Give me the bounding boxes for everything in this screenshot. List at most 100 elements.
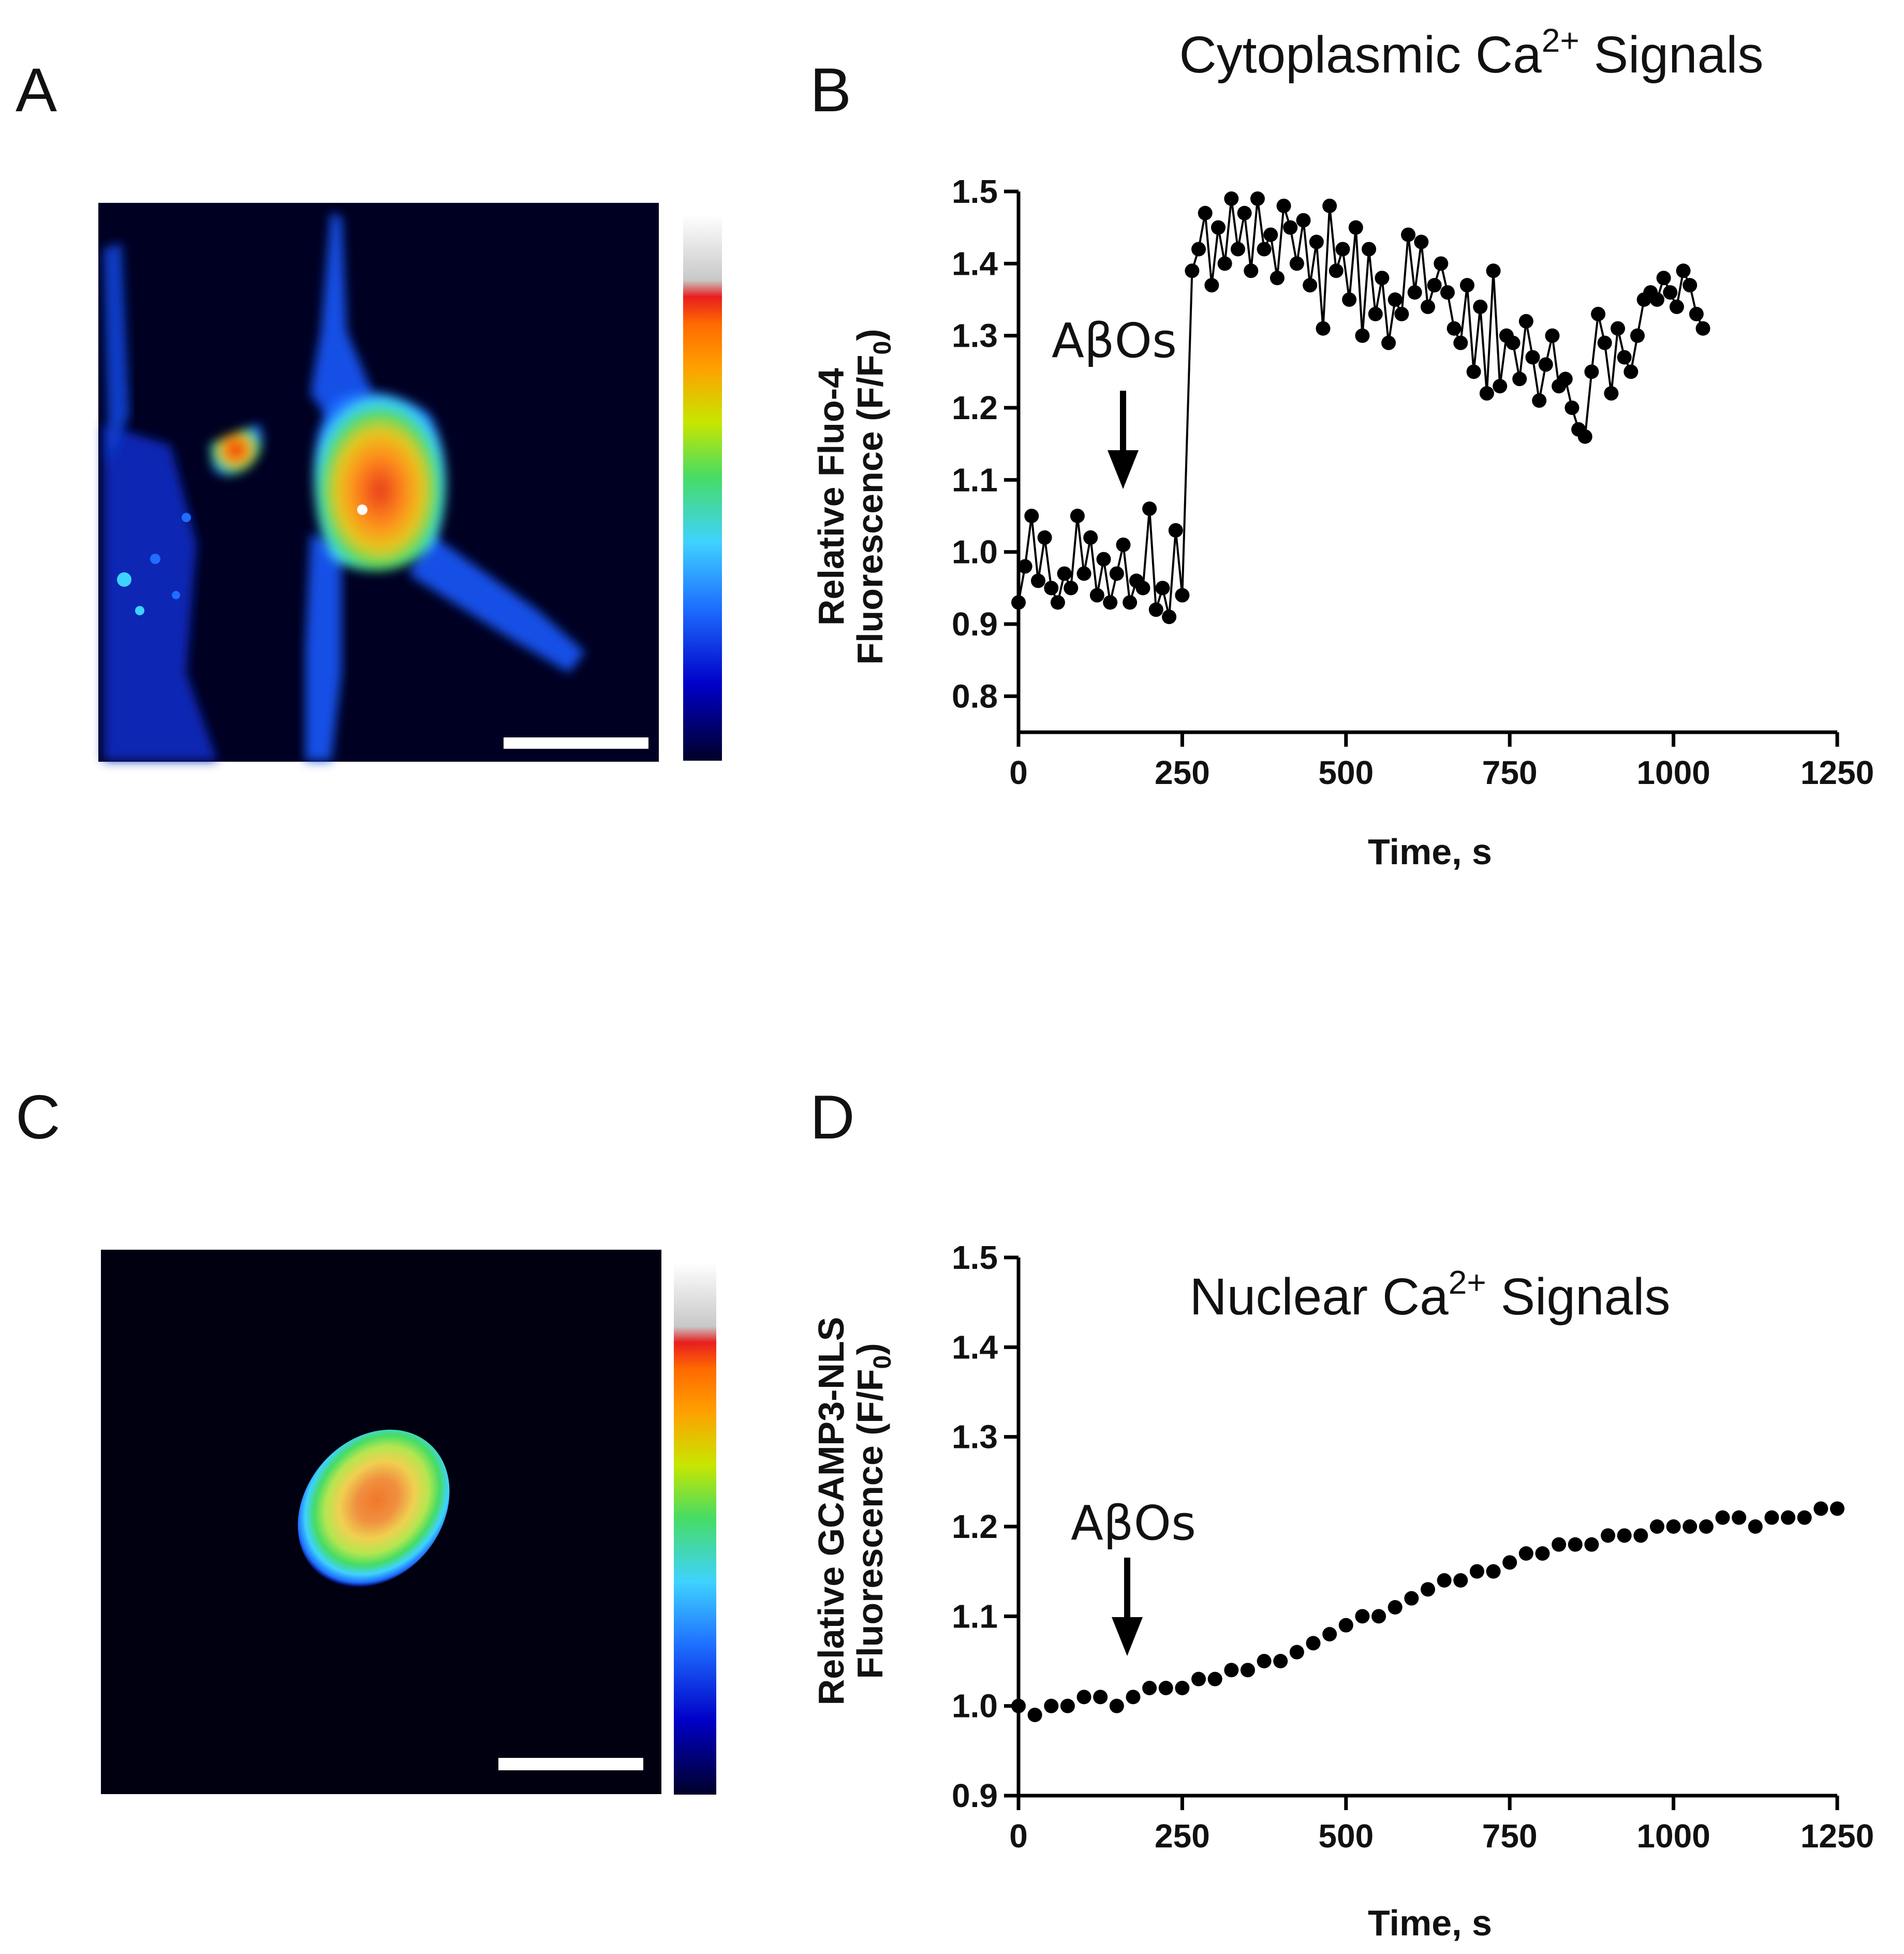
chart-b-data-point [1283,220,1298,235]
chart-d-data-point [1289,1645,1304,1660]
chart-d-data-point [1404,1591,1419,1606]
chart-d-data-point [1207,1671,1222,1686]
chart-b-data-point [1512,372,1527,387]
chart-b-ytick-label: 1.3 [952,317,998,354]
chart-d-ytick-label: 0.9 [952,1777,998,1814]
chart-d-data-point [1126,1690,1141,1705]
chart-b-data-point [1089,588,1104,603]
chart-b-data-point [1342,292,1357,307]
chart-b-data-point [1348,220,1363,235]
chart-b-data-point [1558,372,1573,387]
chart-b-data-point [1050,595,1065,610]
chart-d-data-point [1027,1708,1042,1722]
chart-d-data-point [1142,1681,1157,1695]
chart-d: Nuclear Ca2+ Signals Relative GCAMP3-NLS… [811,1239,1874,1943]
chart-b-data-point [1250,191,1265,206]
chart-d-data-point [1469,1564,1484,1579]
chart-b-data-point [1564,401,1580,415]
chart-b-data-point [1017,559,1032,574]
chart-d-data-point [1649,1519,1664,1534]
chart-b: Cytoplasmic Ca2+ Signals Relative Fluo-4… [811,22,1874,872]
chart-b-data-point [1623,364,1639,379]
chart-b-data-point [1217,256,1232,271]
cytoplasm-micrograph [98,203,659,762]
chart-b-data-point [1162,610,1177,625]
chart-d-data-point [1306,1636,1321,1651]
chart-b-data-point [1155,581,1170,596]
chart-b-data-point [1695,321,1710,336]
chart-d-arrow [1112,1558,1143,1656]
chart-d-data-point [1552,1537,1567,1552]
chart-b-data-point [1230,242,1245,257]
chart-b-data-point [1322,198,1337,213]
chart-d-ytick-label: 1.3 [952,1418,998,1456]
chart-b-data-point [1493,379,1508,394]
scale-bar-a [504,737,648,749]
chart-b-data-point [1584,364,1599,379]
chart-d-data-point [1437,1573,1452,1588]
chart-b-data-point [1368,306,1383,321]
chart-d-data-point [1633,1528,1648,1543]
chart-b-data-point [1237,205,1252,220]
chart-b-data-point [1525,350,1540,365]
colorbar-c [674,1263,716,1795]
colorbar-a [683,215,722,761]
chart-d-data-point [1764,1510,1779,1525]
chart-b-data-point [1270,271,1285,286]
chart-b-ytick-label: 1.1 [952,461,998,498]
chart-b-data-point [1103,595,1118,610]
chart-b-data-point [1263,227,1278,242]
chart-b-data-point [1486,263,1501,278]
chart-b-xtick-label: 1000 [1636,754,1710,791]
chart-d-xtick-label: 500 [1318,1817,1374,1855]
chart-d-data-point [1060,1698,1075,1713]
chart-d-data-point [1830,1501,1844,1516]
chart-b-data-point [1109,566,1124,581]
chart-b-data-point [1545,328,1560,343]
chart-d-data-point [1257,1654,1272,1668]
chart-d-data-point [1322,1627,1337,1641]
chart-d-data-point [1535,1546,1550,1561]
chart-d-xtick-label: 750 [1482,1817,1538,1855]
chart-d-ytick-label: 1.4 [952,1328,998,1366]
chart-b-data-point [1577,429,1592,444]
chart-b-data-point [1617,350,1632,365]
chart-b-data-point [1316,321,1331,336]
chart-b-data-point [1604,386,1619,401]
chart-b-data-point [1375,271,1390,286]
panel-letter-a: A [16,55,57,125]
chart-b-data-point [1506,335,1521,350]
chart-b-data-point [1024,509,1039,523]
chart-d-data-point [1355,1609,1370,1624]
chart-d-data-point [1175,1681,1190,1695]
chart-b-data-point [1682,278,1698,293]
chart-b-data-point [1064,581,1079,596]
chart-b-data-point [1466,364,1481,379]
chart-d-xtick-label: 1000 [1636,1817,1710,1855]
chart-d-data-point [1699,1519,1714,1534]
chart-d-data-point [1568,1537,1583,1552]
chart-b-data-point [1204,278,1219,293]
chart-d-ylabel-line1: Relative GCAMP3-NLS [811,1317,851,1706]
chart-d-data-point [1224,1663,1239,1678]
chart-b-data-point [1414,234,1429,249]
chart-d-data-point [1093,1690,1108,1705]
chart-b-data-point [1459,278,1474,293]
chart-d-data-point [1518,1546,1533,1561]
chart-b-data-point [1257,242,1272,257]
panel-letter-c: C [16,1083,61,1152]
chart-b-data-point [1630,328,1645,343]
chart-b-data-point [1453,335,1468,350]
chart-b-data-point [1309,234,1324,249]
chart-b-data-point [1057,566,1072,581]
chart-b-annotation: AβOs [1052,313,1177,368]
chart-b-data-point [1142,501,1157,516]
chart-b-title: Cytoplasmic Ca2+ Signals [1179,22,1764,84]
chart-d-annotation: AβOs [1071,1496,1196,1551]
chart-d-ytick-label: 1.2 [952,1508,998,1545]
chart-d-data-point [1388,1600,1403,1615]
chart-b-data-point [1434,256,1449,271]
chart-b-data-point [1224,191,1239,206]
chart-b-data-point [1355,328,1370,343]
